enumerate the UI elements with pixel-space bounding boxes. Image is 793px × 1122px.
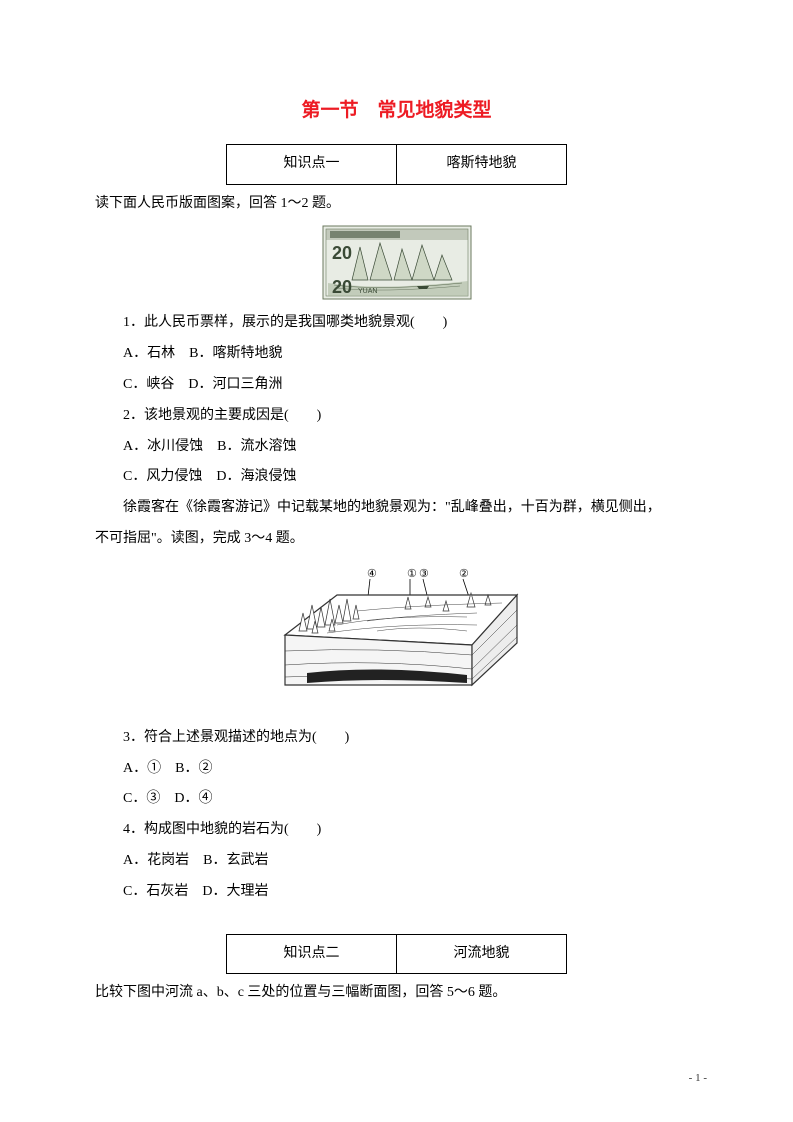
- rmb-denom-bottom: 20: [332, 277, 352, 297]
- page-number: - 1 -: [689, 1066, 707, 1090]
- kp2-label: 知识点二: [227, 934, 397, 974]
- kp1-label: 知识点一: [227, 144, 397, 184]
- kp2-value: 河流地貌: [397, 934, 567, 974]
- q3-opts-ab: A．① B．②: [95, 754, 698, 785]
- page-title: 第一节 常见地貌类型: [95, 90, 698, 132]
- intro-text-1: 读下面人民币版面图案，回答 1～2 题。: [95, 189, 698, 220]
- q4-opts-cd: C．石灰岩 D．大理岩: [95, 877, 698, 908]
- passage-2-line1: 徐霞客在《徐霞客游记》中记载某地的地貌景观为："乱峰叠出，十百为群，横见侧出，: [95, 493, 698, 524]
- diagram-label-2: ②: [459, 568, 469, 580]
- q4-stem: 4．构成图中地貌的岩石为( ): [95, 815, 698, 846]
- q2-opts-ab: A．冰川侵蚀 B．流水溶蚀: [95, 432, 698, 463]
- passage-2-line2: 不可指屈"。读图，完成 3～4 题。: [95, 524, 698, 555]
- q2-stem: 2．该地景观的主要成因是( ): [95, 401, 698, 432]
- rmb-yuan-text: YUAN: [358, 288, 377, 295]
- knowledge-point-1-table: 知识点一 喀斯特地貌: [226, 144, 567, 185]
- knowledge-point-2-table: 知识点二 河流地貌: [226, 934, 567, 975]
- rmb-20-figure: 20 20 YUAN: [322, 225, 472, 300]
- q2-opts-cd: C．风力侵蚀 D．海浪侵蚀: [95, 462, 698, 493]
- q3-opts-cd: C．③ D．④: [95, 784, 698, 815]
- intro-text-3: 比较下图中河流 a、b、c 三处的位置与三幅断面图，回答 5～6 题。: [95, 978, 698, 1009]
- kp1-value: 喀斯特地貌: [397, 144, 567, 184]
- q1-stem: 1．此人民币票样，展示的是我国哪类地貌景观( ): [95, 308, 698, 339]
- diagram-label-3: ③: [419, 568, 429, 580]
- karst-block-diagram-figure: ④ ① ③ ②: [267, 565, 527, 705]
- rmb-denom-top: 20: [332, 243, 352, 263]
- q1-opts-cd: C．峡谷 D．河口三角洲: [95, 370, 698, 401]
- q4-opts-ab: A．花岗岩 B．玄武岩: [95, 846, 698, 877]
- diagram-label-1: ①: [407, 568, 417, 580]
- q1-opts-ab: A．石林 B．喀斯特地貌: [95, 339, 698, 370]
- diagram-label-4: ④: [367, 568, 377, 580]
- q3-stem: 3．符合上述景观描述的地点为( ): [95, 723, 698, 754]
